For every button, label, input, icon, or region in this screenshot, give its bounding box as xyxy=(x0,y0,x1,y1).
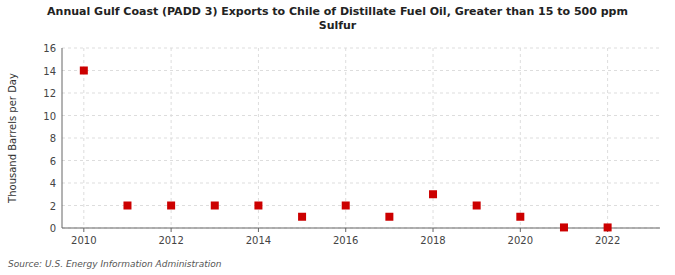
point xyxy=(254,202,262,210)
y-tick-label: 6 xyxy=(50,156,56,167)
x-grid-line xyxy=(520,48,521,228)
y-axis-label: Thousand Barrels per Day xyxy=(7,73,18,204)
chart-svg: Annual Gulf Coast (PADD 3) Exports to Ch… xyxy=(0,0,675,275)
chart-container: Annual Gulf Coast (PADD 3) Exports to Ch… xyxy=(0,0,675,275)
title-line: Sulfur xyxy=(319,19,357,32)
x-tick-label: 2014 xyxy=(246,235,271,246)
x-tick xyxy=(83,228,84,232)
x-tick-label: 2010 xyxy=(71,235,96,246)
x-grid-line xyxy=(607,48,608,228)
y-grid-line xyxy=(62,160,660,161)
point xyxy=(604,223,612,231)
point xyxy=(298,213,306,221)
y-tick-label: 14 xyxy=(43,66,56,77)
x-grid-line xyxy=(258,48,259,228)
y-tick-label: 8 xyxy=(50,133,56,144)
x-axis-line xyxy=(62,228,660,229)
x-tick xyxy=(345,228,346,232)
point xyxy=(123,202,131,210)
title-line: Annual Gulf Coast (PADD 3) Exports to Ch… xyxy=(47,5,628,18)
grid xyxy=(62,48,660,228)
point xyxy=(560,223,568,231)
title: Annual Gulf Coast (PADD 3) Exports to Ch… xyxy=(47,5,628,32)
y-tick-label: 0 xyxy=(50,223,56,234)
x-tick-label: 2018 xyxy=(420,235,445,246)
source: Source: U.S. Energy Information Administ… xyxy=(8,259,222,269)
y-grid-line xyxy=(62,93,660,94)
x-tick xyxy=(258,228,259,232)
x-tick-label: 2016 xyxy=(333,235,358,246)
y-grid-line xyxy=(62,48,660,49)
point xyxy=(342,202,350,210)
x-tick xyxy=(520,228,521,232)
point xyxy=(211,202,219,210)
point xyxy=(516,213,524,221)
x-tick-label: 2022 xyxy=(595,235,620,246)
points xyxy=(80,67,612,232)
y-tick-label: 12 xyxy=(43,88,56,99)
x-tick xyxy=(171,228,172,232)
point xyxy=(385,213,393,221)
x-tick-label: 2012 xyxy=(158,235,183,246)
y-tick-label: 10 xyxy=(43,111,56,122)
x-grid-line xyxy=(345,48,346,228)
point xyxy=(167,202,175,210)
y-grid-line xyxy=(62,205,660,206)
x-tick xyxy=(433,228,434,232)
x-tick-label: 2020 xyxy=(508,235,533,246)
x-grid-line xyxy=(171,48,172,228)
y-grid-line xyxy=(62,183,660,184)
y-grid-line xyxy=(62,228,660,229)
y-tick-label: 4 xyxy=(50,178,56,189)
point xyxy=(80,67,88,75)
x-grid-line xyxy=(83,48,84,228)
y-tick-label: 16 xyxy=(43,43,56,54)
y-axis-line xyxy=(62,48,63,228)
y-grid-line xyxy=(62,115,660,116)
point xyxy=(473,202,481,210)
x-grid-line xyxy=(433,48,434,228)
y-grid-line xyxy=(62,138,660,139)
y-grid-line xyxy=(62,70,660,71)
y-tick-label: 2 xyxy=(50,201,56,212)
point xyxy=(429,190,437,198)
